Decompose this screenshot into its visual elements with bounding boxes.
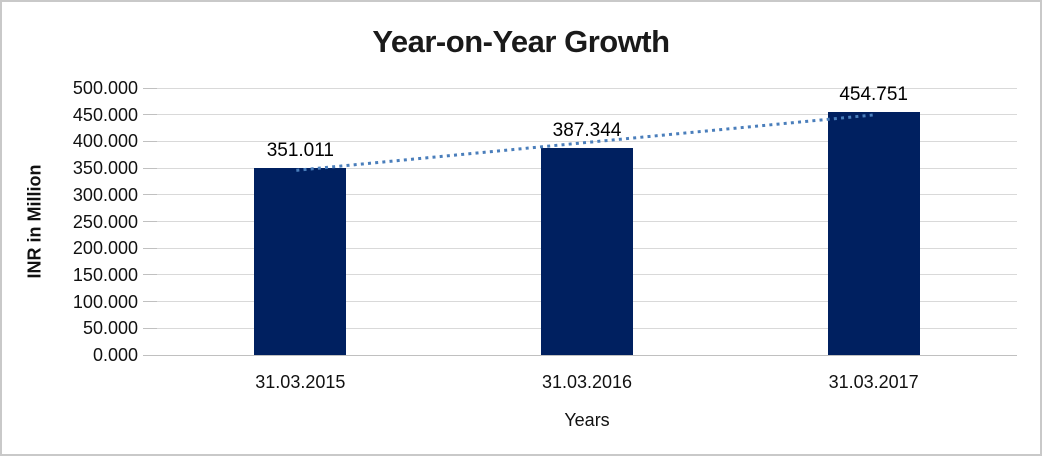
chart-title: Year-on-Year Growth [372, 24, 670, 59]
gridline [157, 354, 1017, 356]
y-tick-mark [143, 140, 157, 142]
y-tick-label: 250.000 [72, 211, 138, 232]
y-tick-label: 400.000 [72, 131, 138, 152]
y-tick-label: 50.000 [82, 318, 138, 339]
y-tick-label: 500.000 [72, 78, 138, 98]
bar [541, 148, 633, 355]
y-tick-mark [143, 247, 157, 249]
bar-value-label: 351.011 [266, 139, 334, 161]
y-tick-label: 150.000 [72, 264, 138, 285]
y-tick-mark [143, 221, 157, 222]
y-tick-mark [143, 167, 157, 169]
x-tick-label: 31.03.2017 [828, 372, 919, 392]
gridline [157, 87, 1017, 89]
y-tick-mark [143, 194, 157, 196]
y-tick-label: 300.000 [72, 184, 138, 205]
x-tick-label: 31.03.2015 [255, 372, 346, 392]
x-tick-label: 31.03.2016 [541, 372, 633, 392]
y-tick-label: 100.000 [72, 291, 138, 312]
y-tick-mark [143, 274, 157, 276]
y-tick-mark [143, 301, 157, 303]
y-tick-mark [143, 354, 157, 356]
y-tick-label: 450.000 [72, 104, 138, 125]
bar [827, 112, 920, 355]
x-axis-title: Years [564, 410, 610, 430]
bar-value-label: 387.344 [552, 120, 622, 142]
bar [254, 167, 347, 355]
y-tick-label: 350.000 [72, 158, 138, 179]
y-tick-label: 200.000 [72, 238, 138, 259]
bar-value-label: 454.751 [839, 84, 908, 106]
y-tick-mark [143, 327, 157, 329]
y-tick-mark [143, 114, 157, 116]
y-tick-mark [143, 87, 157, 89]
y-tick-label: 0.000 [92, 345, 138, 365]
